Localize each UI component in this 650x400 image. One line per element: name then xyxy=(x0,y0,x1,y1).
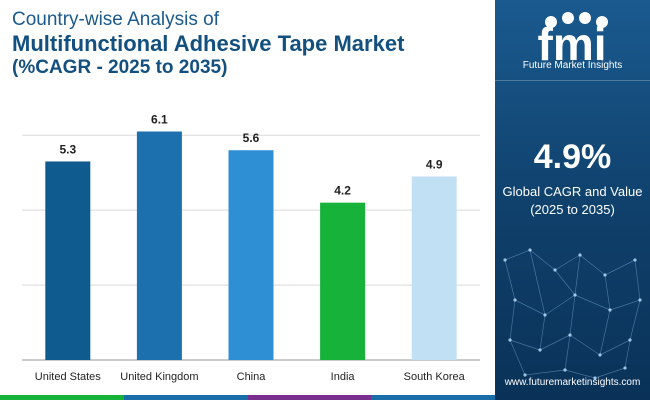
global-cagr-label-line2: (2025 to 2035) xyxy=(530,202,615,217)
data-label: 6.1 xyxy=(151,112,168,126)
network-link xyxy=(574,294,611,311)
network-link xyxy=(509,299,516,341)
network-decoration xyxy=(503,248,642,380)
stripe-segment-purple xyxy=(247,395,372,400)
network-link xyxy=(624,339,631,369)
network-link xyxy=(504,249,531,261)
network-node xyxy=(638,298,642,302)
x-tick-label: China xyxy=(237,371,267,383)
network-node xyxy=(568,333,572,337)
network-link xyxy=(609,299,641,311)
network-node xyxy=(623,366,627,370)
network-link xyxy=(564,369,596,379)
network-node xyxy=(523,373,527,377)
stripe-segment-blue-2 xyxy=(371,395,495,400)
network-link xyxy=(544,294,576,316)
network-link xyxy=(539,334,571,351)
network-link xyxy=(509,339,526,376)
logo-dot-icon xyxy=(596,16,608,28)
network-node xyxy=(538,348,542,352)
network-node xyxy=(543,313,547,317)
network-node xyxy=(628,338,632,342)
network-link xyxy=(554,269,576,296)
sidebar-divider xyxy=(495,80,650,81)
x-tick-label: United States xyxy=(35,371,102,383)
network-link xyxy=(629,299,641,341)
network-link xyxy=(524,369,566,376)
x-tick-label: South Korea xyxy=(404,371,466,383)
global-cagr-label: Global CAGR and Value (2025 to 2035) xyxy=(495,183,650,219)
chart-title-line2: Multifunctional Adhesive Tape Market xyxy=(12,31,405,56)
network-node xyxy=(503,258,507,262)
network-node xyxy=(528,248,532,252)
chart-title-line1: Country-wise Analysis of xyxy=(12,9,219,30)
network-node xyxy=(593,376,597,380)
network-node xyxy=(513,298,517,302)
network-link xyxy=(564,334,571,371)
sidebar-panel: fmi Future Market Insights 4.9% Global C… xyxy=(495,0,650,400)
network-link xyxy=(509,339,541,351)
data-label: 4.2 xyxy=(334,184,351,198)
stripe-segment-blue xyxy=(123,395,248,400)
bar-china xyxy=(228,150,274,360)
network-node xyxy=(633,258,637,262)
bar-india xyxy=(320,202,366,360)
network-link xyxy=(574,254,581,296)
stripe-segment-green xyxy=(0,395,124,400)
network-link xyxy=(594,367,626,379)
network-link xyxy=(599,339,631,356)
network-node xyxy=(573,293,577,297)
network-node xyxy=(598,353,602,357)
bar-chart: 5.3 United States 6.1 United Kingdom 5.6 Chin… xyxy=(22,112,480,383)
bar-united-states xyxy=(45,161,91,360)
network-node xyxy=(578,253,582,257)
network-link xyxy=(504,259,516,301)
website-url: www.futuremarketinsights.com xyxy=(504,377,641,388)
data-label: 4.9 xyxy=(426,157,443,171)
network-link xyxy=(634,259,641,301)
network-link xyxy=(514,299,546,316)
x-tick-label: United Kingdom xyxy=(120,371,198,383)
bar-south-korea xyxy=(411,176,457,360)
global-cagr-value: 4.9% xyxy=(533,138,612,176)
data-label: 5.3 xyxy=(59,142,76,156)
chart-header: Country-wise Analysis of Multifunctional… xyxy=(0,0,495,82)
fmi-logo: fmi xyxy=(538,12,608,70)
network-node xyxy=(508,338,512,342)
network-node xyxy=(553,268,557,272)
logo-dot-icon xyxy=(545,16,557,28)
network-link xyxy=(569,334,601,356)
network-link xyxy=(569,294,576,336)
network-link xyxy=(529,249,546,316)
network-link xyxy=(604,259,636,276)
network-link xyxy=(604,274,611,311)
global-cagr-label-line1: Global CAGR and Value xyxy=(502,184,643,199)
bottom-stripe xyxy=(0,395,495,400)
logo-dot-icon xyxy=(579,12,591,24)
logo-dot-icon xyxy=(562,12,574,24)
network-node xyxy=(603,273,607,277)
network-link xyxy=(554,254,581,271)
network-link xyxy=(579,254,606,276)
network-link xyxy=(539,314,546,351)
network-link xyxy=(599,309,611,356)
network-link xyxy=(529,249,556,271)
x-tick-label: India xyxy=(331,371,356,383)
network-node xyxy=(563,368,567,372)
chart-title-line3: (%CAGR - 2025 to 2035) xyxy=(12,57,228,78)
chart-area: 5.3 United States 6.1 United Kingdom 5.6 Chin… xyxy=(0,82,495,400)
data-label: 5.6 xyxy=(243,131,260,145)
bar-united-kingdom xyxy=(136,131,182,360)
logo-caption: Future Market Insights xyxy=(522,60,623,71)
network-node xyxy=(608,308,612,312)
